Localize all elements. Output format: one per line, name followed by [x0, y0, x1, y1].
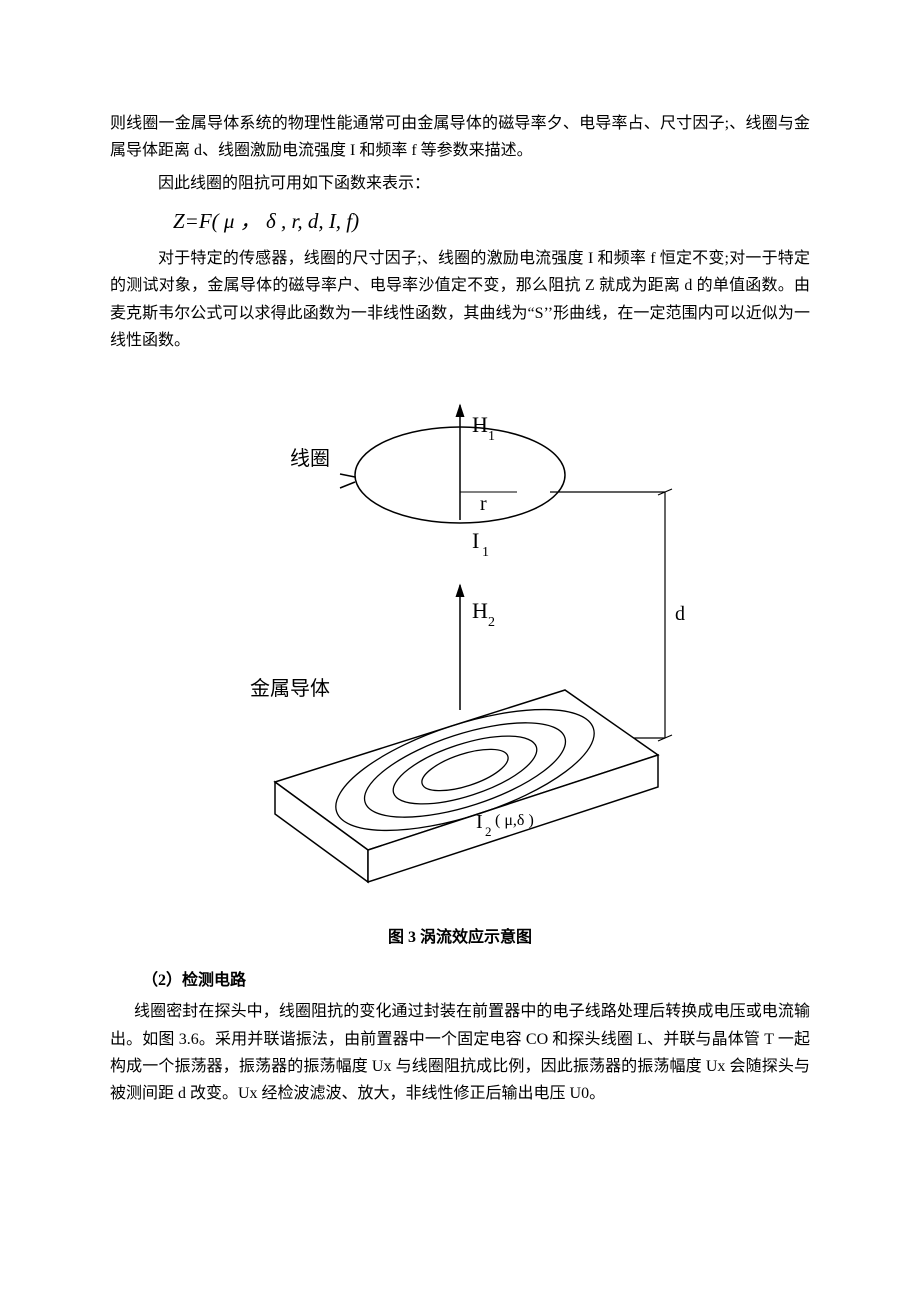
svg-text:H: H: [472, 412, 488, 437]
paragraph-detection-circuit: 线圈密封在探头中，线圈阻抗的变化通过封装在前置器中的电子线路处理后转换成电压或电…: [110, 998, 810, 1107]
figure-caption: 图 3 涡流效应示意图: [110, 924, 810, 951]
svg-text:I: I: [476, 811, 483, 833]
paragraph-intro: 则线圈一金属导体系统的物理性能通常可由金属导体的磁导率夕、电导率占、尺寸因子;、…: [110, 110, 810, 164]
paragraph-sensor-spec: 对于特定的传感器，线圈的尺寸因子;、线圈的激励电流强度 I 和频率 f 恒定不变…: [110, 245, 810, 354]
document-page: 则线圈一金属导体系统的物理性能通常可由金属导体的磁导率夕、电导率占、尺寸因子;、…: [0, 0, 920, 1302]
impedance-equation: Z=F( μ ， δ , r, d, I, f): [173, 204, 810, 240]
svg-text:2: 2: [485, 824, 492, 839]
svg-text:1: 1: [482, 545, 489, 560]
svg-text:r: r: [480, 493, 487, 515]
svg-text:I: I: [472, 528, 479, 553]
svg-text:1: 1: [488, 429, 495, 444]
paragraph-lead-equation: 因此线圈的阻抗可用如下函数来表示：: [110, 170, 810, 197]
svg-text:( μ,δ ): ( μ,δ ): [495, 812, 534, 829]
figure-eddy-current: H 1 r I 1 线圈 d H 2: [110, 370, 810, 910]
coil-label-cn: 线圈: [290, 447, 330, 470]
svg-text:d: d: [675, 603, 685, 625]
svg-text:H: H: [472, 598, 488, 623]
svg-text:2: 2: [488, 615, 495, 630]
section-2-heading: （2）检测电路: [142, 967, 810, 994]
eddy-current-diagram-icon: H 1 r I 1 线圈 d H 2: [220, 370, 700, 910]
conductor-label-cn: 金属导体: [250, 677, 330, 700]
